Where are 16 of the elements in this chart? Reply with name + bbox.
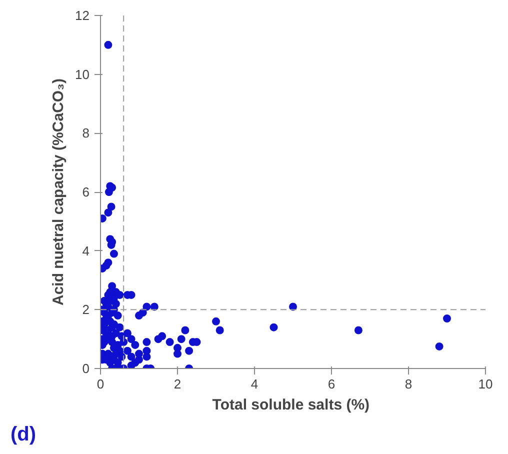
y-tick-label: 8 bbox=[82, 126, 90, 141]
x-tick-label: 2 bbox=[174, 376, 182, 392]
y-tick-label: 10 bbox=[75, 66, 90, 82]
x-tick-label: 4 bbox=[250, 376, 258, 392]
y-tick-label: 6 bbox=[82, 184, 90, 200]
x-tick-label: 8 bbox=[404, 376, 412, 392]
y-tick-label: 2 bbox=[82, 302, 90, 318]
x-tick-label: 10 bbox=[478, 376, 493, 392]
text: (d) bbox=[10, 424, 36, 446]
y-tick-label: 4 bbox=[82, 243, 90, 258]
y-tick-label: 12 bbox=[75, 8, 90, 23]
x-axis-title: Total soluble salts (%) bbox=[212, 396, 370, 414]
x-tick-label: 6 bbox=[328, 376, 336, 392]
y-tick-label: 0 bbox=[82, 361, 90, 376]
y-axis-title: Acid nuetral capacity (%CaCO₃) bbox=[50, 78, 68, 306]
x-tick-label: 0 bbox=[96, 376, 104, 392]
